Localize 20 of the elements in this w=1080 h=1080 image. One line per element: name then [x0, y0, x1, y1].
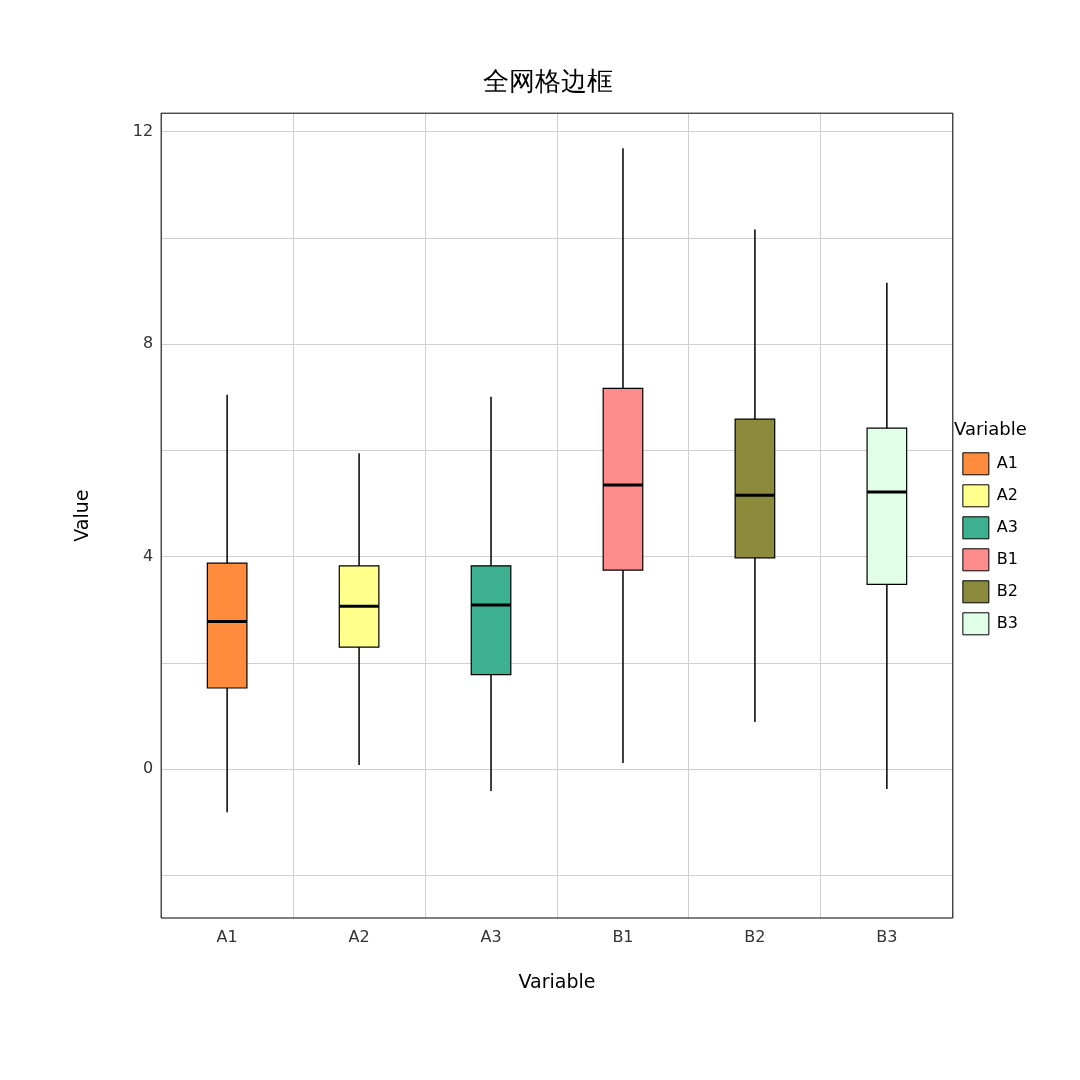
y-tick-label: 12: [132, 120, 154, 140]
x-tick-label: A2: [348, 926, 370, 946]
legend-label: A1: [996, 452, 1018, 472]
x-tick-label: A3: [480, 926, 502, 946]
x-tick-label: B3: [876, 926, 898, 946]
legend-label: A2: [996, 484, 1018, 504]
x-tick-label: B2: [744, 926, 766, 946]
legend-title: Variable: [953, 417, 1027, 439]
x-tick-label: B1: [612, 926, 634, 946]
y-tick-label: 4: [142, 545, 154, 565]
chart-title: 全网格边框: [483, 66, 613, 97]
y-axis-title: Value: [70, 489, 93, 542]
x-axis-title: Variable: [518, 969, 596, 992]
legend-label: B2: [996, 580, 1018, 600]
legend-label: B1: [996, 548, 1018, 568]
y-tick-label: 0: [142, 758, 154, 778]
x-tick-label: A1: [216, 926, 238, 946]
y-tick-label: 8: [142, 333, 154, 353]
legend-label: B3: [996, 612, 1018, 632]
legend-label: A3: [996, 516, 1018, 536]
